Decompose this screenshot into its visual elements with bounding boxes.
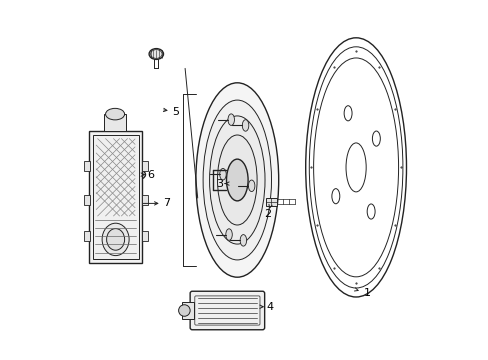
Bar — [182, 302, 193, 319]
Ellipse shape — [106, 229, 124, 250]
Text: 1: 1 — [363, 288, 369, 298]
Ellipse shape — [209, 116, 264, 244]
Ellipse shape — [203, 100, 271, 260]
Bar — [142, 161, 148, 171]
Ellipse shape — [242, 120, 248, 131]
Ellipse shape — [248, 180, 254, 192]
Ellipse shape — [217, 135, 257, 225]
Text: 3: 3 — [215, 179, 223, 189]
Text: 6: 6 — [147, 170, 154, 180]
Bar — [142, 231, 148, 241]
Text: 7: 7 — [163, 198, 170, 208]
Ellipse shape — [219, 168, 226, 180]
Bar — [142, 195, 148, 205]
Text: 4: 4 — [265, 302, 273, 312]
Bar — [266, 198, 276, 206]
Bar — [103, 114, 126, 131]
Bar — [84, 195, 89, 205]
Text: 5: 5 — [172, 107, 179, 117]
Ellipse shape — [227, 114, 234, 125]
Ellipse shape — [225, 229, 232, 240]
Bar — [89, 131, 142, 263]
Bar — [84, 161, 89, 171]
Ellipse shape — [240, 235, 246, 246]
Text: 2: 2 — [264, 209, 271, 219]
Circle shape — [178, 305, 190, 316]
FancyBboxPatch shape — [190, 291, 264, 330]
Ellipse shape — [196, 83, 278, 277]
Ellipse shape — [226, 159, 247, 201]
Ellipse shape — [102, 223, 129, 256]
Bar — [84, 231, 89, 241]
Bar — [92, 135, 139, 259]
Ellipse shape — [105, 108, 124, 120]
Ellipse shape — [149, 49, 163, 59]
